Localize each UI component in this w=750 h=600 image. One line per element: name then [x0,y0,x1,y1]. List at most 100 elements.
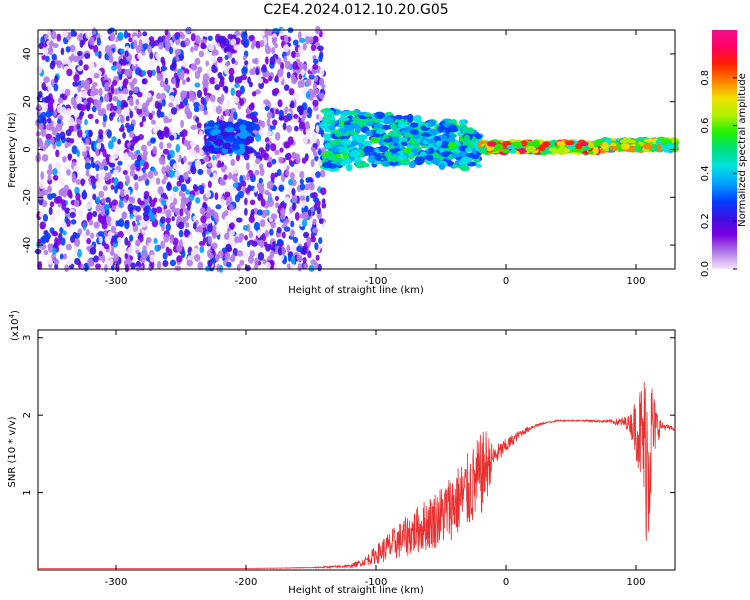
spectrogram-cell [228,67,235,76]
spectrogram-cell [239,259,245,266]
spectrogram-cell [269,228,274,236]
spectrogram-cell [287,136,294,145]
spectrogram-cell [225,135,235,143]
spectrogram-cell [128,90,134,96]
spectrogram-cell [95,148,100,157]
spectrogram-cell [58,177,65,187]
spectrogram-cell [170,106,178,115]
spectrogram-cell [439,141,451,149]
spectrogram-cell [264,229,270,238]
spectrogram-cell [232,182,239,189]
spectrogram-cell [234,76,241,84]
spectrogram-cell [44,140,49,149]
spectrogram-cell [112,96,119,102]
spectrogram-cell [651,144,659,152]
spectrogram-cell [239,124,247,131]
spectrogram-cell [512,141,523,148]
spectrogram-cell [52,230,59,237]
spectrogram-cell [218,79,225,88]
spectrogram-cell [283,115,289,123]
spectrogram-cell [220,198,225,208]
spectrogram-cell [203,156,209,163]
spectrogram-cell [80,79,86,88]
spectrogram-cell [128,196,136,204]
spectrogram-cell [173,72,178,79]
spectrogram-cell [301,246,308,256]
spectrogram-cell [239,156,244,162]
spectrogram-cell [159,80,166,88]
spectrogram-cell [350,149,360,158]
spectrogram-cell [173,197,178,206]
spectrogram-cell [298,73,303,80]
spectrogram-cell [124,252,129,260]
spectrogram-cell [312,197,320,203]
spectrogram-cell [364,146,375,153]
spectrogram-cell [125,228,132,235]
spectrogram-cell [634,143,641,151]
spectrogram-cell [61,221,67,230]
x-tick-label: 100 [626,276,645,287]
spectrogram-cell [123,152,129,161]
spectrogram-cell [229,204,234,212]
spectrogram-cell [73,165,80,172]
spectrogram-cell [199,207,206,215]
spectrogram-cell [414,158,424,166]
spectrogram-cell [285,170,290,177]
spectrogram-cell [155,92,162,100]
spectrogram-cell [459,150,468,156]
spectrogram-cell [307,250,312,259]
spectrogram-cell [262,64,267,71]
spectrogram-cell [122,132,126,139]
spectrogram-cell [436,125,445,133]
spectrogram-cell [73,232,81,239]
spectrogram-cell [207,43,215,52]
spectrogram-cell [224,108,230,116]
spectrogram-cell [45,110,52,118]
spectrogram-cell [363,112,372,118]
spectrogram-cell [77,34,82,42]
spectrogram-cell [410,122,419,128]
spectrogram-cell [300,79,305,88]
spectrogram-cell [420,144,428,149]
spectrogram-cell [109,250,115,256]
spectrogram-cell [161,60,166,67]
spectrogram-cell [234,30,241,37]
spectrogram-cell [144,37,150,44]
spectrogram-cell [61,58,69,65]
spectrogram-cell [66,169,71,176]
spectrogram-cell [167,112,173,120]
spectrogram-cell [87,113,94,120]
spectrogram-cell [44,34,49,40]
spectrogram-cell [403,132,412,138]
y-tick-label: 1 [22,489,33,495]
spectrogram-cell [620,139,628,144]
spectrogram-cell [407,116,414,123]
spectrogram-cell [61,201,67,211]
spectrogram-cell [147,45,153,54]
spectrogram-cell [62,230,67,236]
spectrogram-cell [90,232,94,239]
spectrogram-cell [196,89,203,99]
spectrogram-cell [86,97,94,104]
spectrogram-cell [266,161,273,168]
spectrogram-cell [64,207,71,214]
spectrogram-cell [181,61,188,68]
spectrogram-cell [287,187,292,197]
spectrogram-cell [410,148,420,154]
spectrogram-cell [108,162,116,168]
spectrogram-cell [211,230,217,239]
spectrogram-cell [229,256,236,263]
spectrogram-cell [162,148,170,155]
spectrogram-cell [156,73,162,81]
spectrogram-cell [292,61,298,70]
spectrogram-cell [117,160,123,166]
spectrogram-cell [129,144,135,152]
spectrogram-cell [206,168,212,175]
spectrogram-cell [120,48,125,54]
spectrogram-cell [333,130,342,135]
spectrogram-cell [209,94,216,102]
spectrogram-cell [165,223,171,232]
spectrogram-cell [233,44,240,51]
spectrogram-cell [251,114,257,122]
spectrogram-cell [269,56,276,65]
